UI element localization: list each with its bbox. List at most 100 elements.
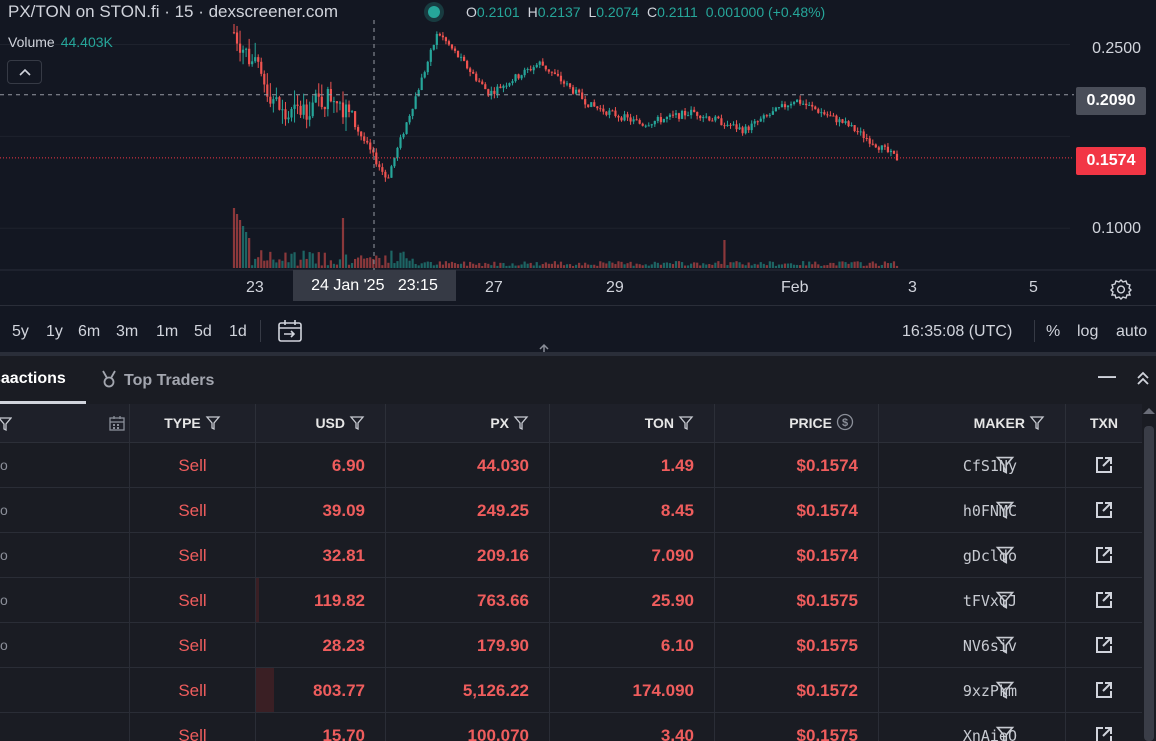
auto-scale-toggle[interactable]: auto: [1116, 323, 1148, 340]
filter-icon[interactable]: [995, 545, 1015, 565]
external-link-icon[interactable]: [1094, 545, 1114, 565]
volume-bar: [305, 258, 308, 268]
candle-body: [620, 117, 623, 121]
maker-cell[interactable]: gDcldo: [879, 533, 1066, 578]
volume-bar: [750, 265, 753, 268]
maker-column-header[interactable]: MAKER: [879, 404, 1066, 443]
table-row[interactable]: o Sell 39.09 249.25 8.45 $0.1574 h0FNMC: [0, 488, 1142, 533]
volume-bar: [556, 264, 560, 268]
filter-icon[interactable]: [678, 415, 694, 431]
ton-column-header[interactable]: TON: [550, 404, 715, 443]
x-tick-label: 23: [246, 279, 264, 296]
scrollbar-thumb[interactable]: [1144, 426, 1154, 741]
filter-icon[interactable]: [1029, 415, 1045, 431]
filter-icon[interactable]: [995, 635, 1015, 655]
table-row[interactable]: o Sell 28.23 179.90 6.10 $0.1575 NV6siv: [0, 623, 1142, 668]
calendar-icon[interactable]: [109, 415, 125, 431]
type-column-header[interactable]: TYPE: [130, 404, 256, 443]
timeframe-3m[interactable]: 3m: [116, 323, 139, 340]
table-row[interactable]: o Sell 6.90 44.030 1.49 $0.1574 CfS1Ny: [0, 443, 1142, 488]
table-row[interactable]: o Sell 119.82 763.66 25.90 $0.1575 tFVxGJ: [0, 578, 1142, 623]
timeframe-5y[interactable]: 5y: [12, 323, 29, 340]
candle-body: [611, 110, 614, 112]
usd-column-header[interactable]: USD: [256, 404, 386, 443]
maker-cell[interactable]: CfS1Ny: [879, 443, 1066, 488]
external-link-icon[interactable]: [1094, 680, 1114, 700]
timeframe-1d[interactable]: 1d: [229, 323, 247, 340]
maker-cell[interactable]: h0FNMC: [879, 488, 1066, 533]
maker-cell[interactable]: 9xzPkm: [879, 668, 1066, 713]
candle-body: [263, 73, 266, 85]
maker-cell[interactable]: NV6siv: [879, 623, 1066, 668]
price-chart[interactable]: PX/TON on STON.fi · 15 · dexscreener.com…: [0, 0, 1156, 305]
calendar-range-icon[interactable]: [277, 318, 303, 344]
filter-icon[interactable]: [995, 500, 1015, 520]
filter-icon[interactable]: [995, 455, 1015, 475]
settings-gear-icon[interactable]: [1110, 278, 1132, 300]
maker-cell[interactable]: XnAieO: [879, 713, 1066, 741]
filter-icon[interactable]: [995, 725, 1015, 741]
candle-body: [568, 83, 572, 88]
candle-body: [844, 121, 847, 123]
filter-icon[interactable]: [995, 590, 1015, 610]
filter-icon[interactable]: [513, 415, 529, 431]
candlestick-chart-canvas[interactable]: [0, 0, 1156, 305]
candle-body: [759, 118, 762, 122]
candle-body: [487, 89, 490, 96]
dollar-circle-icon[interactable]: $: [836, 413, 854, 431]
tab-transactions[interactable]: saactions: [0, 370, 66, 387]
timeframe-5d[interactable]: 5d: [194, 323, 212, 340]
px-column-header[interactable]: PX: [386, 404, 550, 443]
external-link-icon[interactable]: [1094, 635, 1114, 655]
volume-bar: [350, 263, 354, 268]
date-column-header[interactable]: [0, 404, 130, 443]
candle-body: [535, 64, 538, 68]
volume-bar: [299, 259, 302, 268]
scroll-up-arrow[interactable]: [1143, 408, 1155, 414]
minimize-panel-button[interactable]: —: [1098, 366, 1116, 386]
filter-icon[interactable]: [995, 680, 1015, 700]
utc-clock[interactable]: 16:35:08 (UTC): [902, 323, 1013, 340]
price-cell: $0.1575: [715, 713, 879, 741]
candle-body: [656, 116, 659, 121]
timeframe-1y[interactable]: 1y: [46, 323, 63, 340]
external-link-icon[interactable]: [1094, 455, 1114, 475]
volume-bar: [568, 264, 572, 268]
volume-bar: [611, 262, 614, 268]
filter-icon[interactable]: [349, 415, 365, 431]
maker-cell[interactable]: tFVxGJ: [879, 578, 1066, 623]
filter-icon[interactable]: [205, 415, 221, 431]
px-cell: 763.66: [386, 578, 550, 623]
table-row[interactable]: Sell 803.77 5,126.22 174.090 $0.1572 9xzPkm: [0, 668, 1142, 713]
volume-bar: [868, 262, 871, 268]
px-header-label: PX: [490, 415, 509, 431]
price-column-header[interactable]: PRICE $: [715, 404, 879, 443]
volume-bar: [574, 264, 578, 268]
volume-bar: [417, 265, 420, 268]
log-scale-toggle[interactable]: log: [1077, 323, 1099, 340]
external-link-icon[interactable]: [1094, 500, 1114, 520]
table-row[interactable]: o Sell 32.81 209.16 7.090 $0.1574 gDcldo: [0, 533, 1142, 578]
expand-panel-button[interactable]: [1136, 370, 1150, 391]
candle-body: [353, 111, 357, 128]
candle-body: [674, 113, 678, 115]
price-header-label: PRICE: [789, 415, 832, 431]
usd-cell: 15.70: [256, 713, 386, 741]
volume-bar: [493, 261, 496, 268]
external-link-icon[interactable]: [1094, 590, 1114, 610]
table-scrollbar[interactable]: [1142, 404, 1156, 741]
timeframe-1m[interactable]: 1m: [156, 323, 179, 340]
timeframe-6m[interactable]: 6m: [78, 323, 101, 340]
table-row[interactable]: Sell 15.70 100.070 3.40 $0.1575 XnAieO: [0, 713, 1142, 741]
filter-icon[interactable]: [0, 416, 12, 432]
volume-bar: [344, 254, 348, 268]
candle-body: [587, 104, 590, 108]
ohlc-legend: O0.2101 H0.2137 L0.2074 C0.2111 0.001000…: [466, 4, 829, 20]
tab-top-traders[interactable]: Top Traders: [100, 370, 214, 390]
panel-resize-divider[interactable]: [0, 352, 1156, 356]
collapse-legend-button[interactable]: [7, 60, 42, 84]
candle-body: [792, 102, 796, 104]
external-link-icon[interactable]: [1094, 725, 1114, 741]
percent-scale-toggle[interactable]: %: [1046, 323, 1061, 340]
volume-bar: [653, 261, 656, 268]
